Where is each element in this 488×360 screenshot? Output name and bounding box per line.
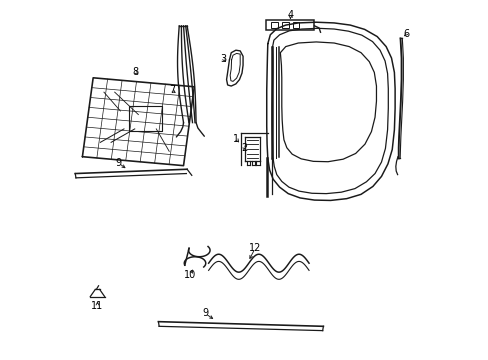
Text: 9: 9 [202,309,208,318]
Text: 7: 7 [168,85,175,95]
Text: 1: 1 [233,134,239,144]
Bar [292,22,299,28]
Text: 10: 10 [183,270,196,280]
Text: 4: 4 [287,10,293,20]
Text: 3: 3 [220,54,226,64]
Bar [265,20,314,30]
Bar [271,22,277,28]
Text: 8: 8 [132,67,138,77]
Text: 9: 9 [115,158,121,168]
Text: 6: 6 [403,29,409,39]
Text: 12: 12 [248,243,261,253]
Text: 11: 11 [91,301,103,311]
Text: 2: 2 [241,143,247,153]
Bar [282,22,288,28]
